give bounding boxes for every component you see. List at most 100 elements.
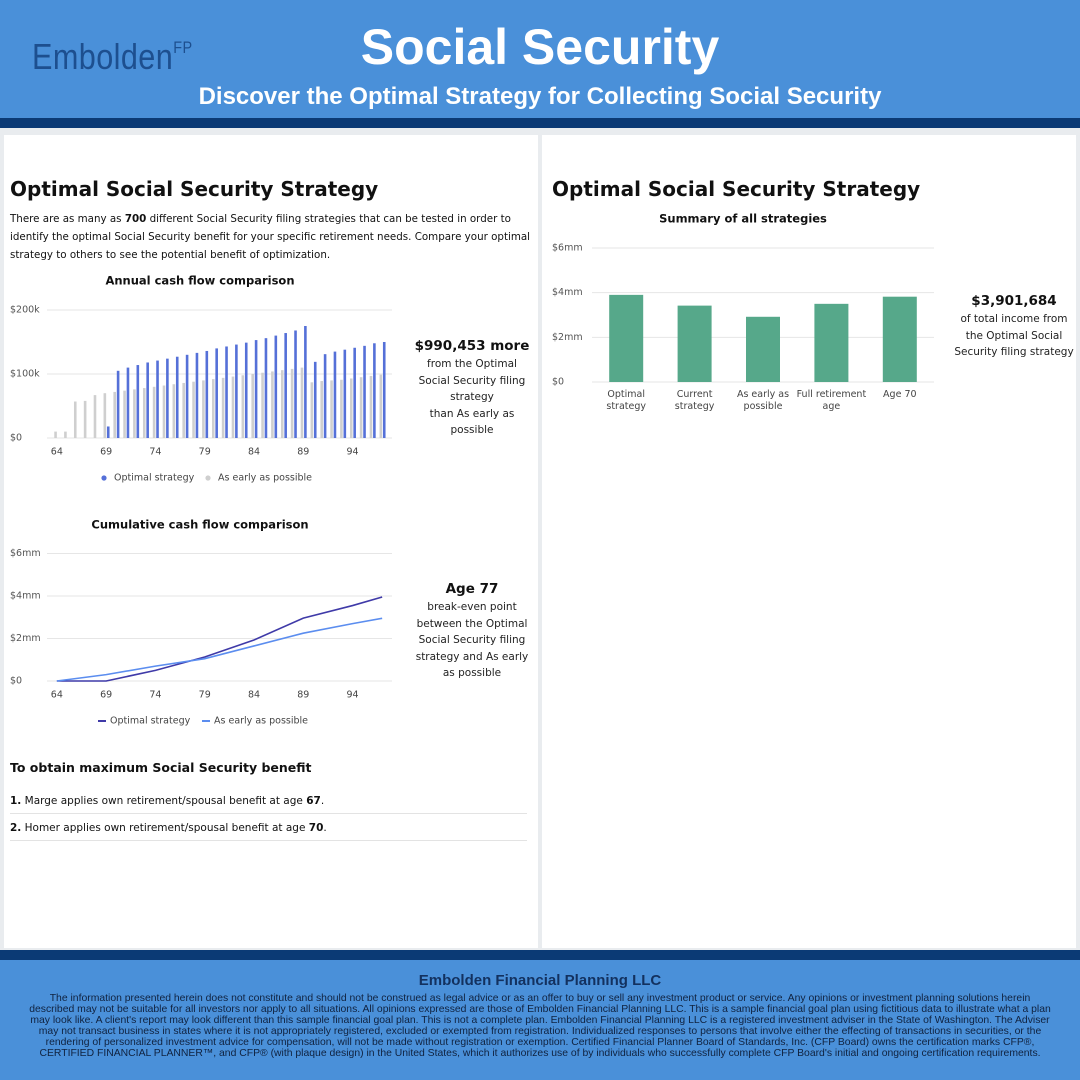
x-tick-label: 94	[347, 447, 359, 458]
note-headline: $990,453 more	[414, 338, 530, 354]
item-text: .	[323, 822, 327, 834]
bar	[172, 384, 176, 438]
intro-text: There are as many as	[10, 213, 125, 225]
bar	[609, 294, 644, 382]
bar	[349, 378, 353, 438]
item-number: 1.	[10, 795, 22, 807]
bar	[162, 385, 166, 438]
bar	[156, 360, 159, 438]
bar	[271, 371, 274, 438]
list-item: 2. Homer applies own retirement/spousal …	[10, 822, 527, 841]
x-tick-label: As early as possible	[736, 389, 790, 412]
bar	[353, 347, 356, 438]
bar	[814, 303, 849, 382]
note-headline: Age 77	[445, 581, 499, 597]
bar	[192, 381, 195, 438]
bar	[280, 370, 284, 438]
y-tick-label: $100k	[10, 369, 40, 380]
bar	[343, 349, 347, 438]
line	[56, 596, 383, 682]
line	[56, 617, 383, 682]
footer-text: The information presented herein does no…	[29, 993, 1051, 1059]
x-tick-label: Optimal strategy	[606, 389, 646, 412]
bar	[320, 381, 323, 438]
left-heading: Optimal Social Security Strategy	[10, 177, 379, 201]
bar	[215, 348, 218, 438]
legend-swatch	[205, 475, 211, 481]
x-tick-label: 94	[347, 690, 359, 701]
header	[0, 0, 1080, 118]
bar	[166, 358, 169, 438]
bar	[244, 342, 248, 438]
y-tick-label: $6mm	[10, 548, 41, 559]
y-tick-label: $4mm	[552, 287, 583, 298]
legend-swatch	[101, 475, 107, 481]
charts: Annual cash flow comparison $0 $100k $200k 6…	[10, 212, 934, 727]
y-tick-label: $0	[552, 377, 564, 388]
list-item: 1. Marge applies own retirement/spousal …	[10, 795, 527, 814]
bar	[195, 352, 199, 438]
bar	[300, 367, 304, 438]
x-tick-label: 84	[248, 447, 260, 458]
bar	[211, 379, 215, 438]
bar	[261, 372, 264, 438]
bar	[310, 382, 314, 438]
bar	[54, 431, 57, 438]
x-tick-label: 74	[149, 690, 161, 701]
bar	[323, 354, 327, 438]
bar	[64, 431, 67, 438]
legend-label: As early as possible	[214, 716, 308, 727]
bar	[241, 375, 245, 438]
bar	[382, 342, 386, 438]
logo-text: Embolden	[32, 36, 174, 77]
x-tick-label: Full retirement age	[796, 389, 867, 412]
bar	[284, 333, 287, 438]
x-tick-label: 79	[199, 690, 211, 701]
logo: EmboldenFP	[32, 36, 193, 78]
bar	[136, 365, 140, 438]
bar	[113, 391, 116, 438]
y-tick-label: $4mm	[10, 591, 41, 602]
note-text: than As early as possible	[429, 407, 515, 437]
annual-note: $990,453 more from the Optimal Social Se…	[410, 336, 534, 439]
item-number: 2.	[10, 822, 22, 834]
bar	[369, 375, 373, 438]
bar	[123, 390, 126, 438]
item-text: Homer applies own retirement/spousal ben…	[21, 822, 309, 834]
x-tick-label: 89	[297, 690, 309, 701]
logo-sup: FP	[173, 38, 193, 57]
y-tick-label: $2mm	[10, 633, 41, 644]
bar	[73, 401, 77, 438]
bar	[133, 389, 136, 438]
chart-title: Summary of all strategies	[659, 212, 827, 226]
bar	[340, 379, 343, 438]
page-subtitle: Discover the Optimal Strategy for Collec…	[198, 83, 882, 110]
bar	[126, 367, 130, 438]
bar	[379, 374, 383, 438]
bar	[146, 362, 149, 438]
y-tick-label: $2mm	[552, 332, 583, 343]
x-tick-label: 84	[248, 690, 260, 701]
footer-stripe	[0, 950, 1080, 960]
intro: There are as many as 700 different Socia…	[10, 210, 535, 264]
bar	[142, 388, 146, 438]
section-heading: To obtain maximum Social Security benefi…	[10, 760, 312, 775]
y-tick-label: $200k	[10, 305, 40, 316]
bar	[290, 368, 294, 438]
bar	[106, 426, 110, 438]
x-tick-label: 64	[51, 690, 63, 701]
item-text: .	[320, 795, 325, 807]
note-text: of total income from the Optimal Social …	[954, 313, 1074, 358]
bar	[677, 305, 712, 382]
bar	[333, 351, 337, 438]
bar	[202, 380, 205, 438]
bar	[304, 326, 307, 438]
legend-label: As early as possible	[218, 473, 312, 484]
note-headline: $3,901,684	[971, 293, 1057, 309]
bar	[83, 400, 87, 438]
x-tick-label: Current strategy	[674, 389, 715, 412]
bar	[274, 335, 278, 438]
bar	[363, 345, 366, 438]
bar	[254, 340, 258, 438]
